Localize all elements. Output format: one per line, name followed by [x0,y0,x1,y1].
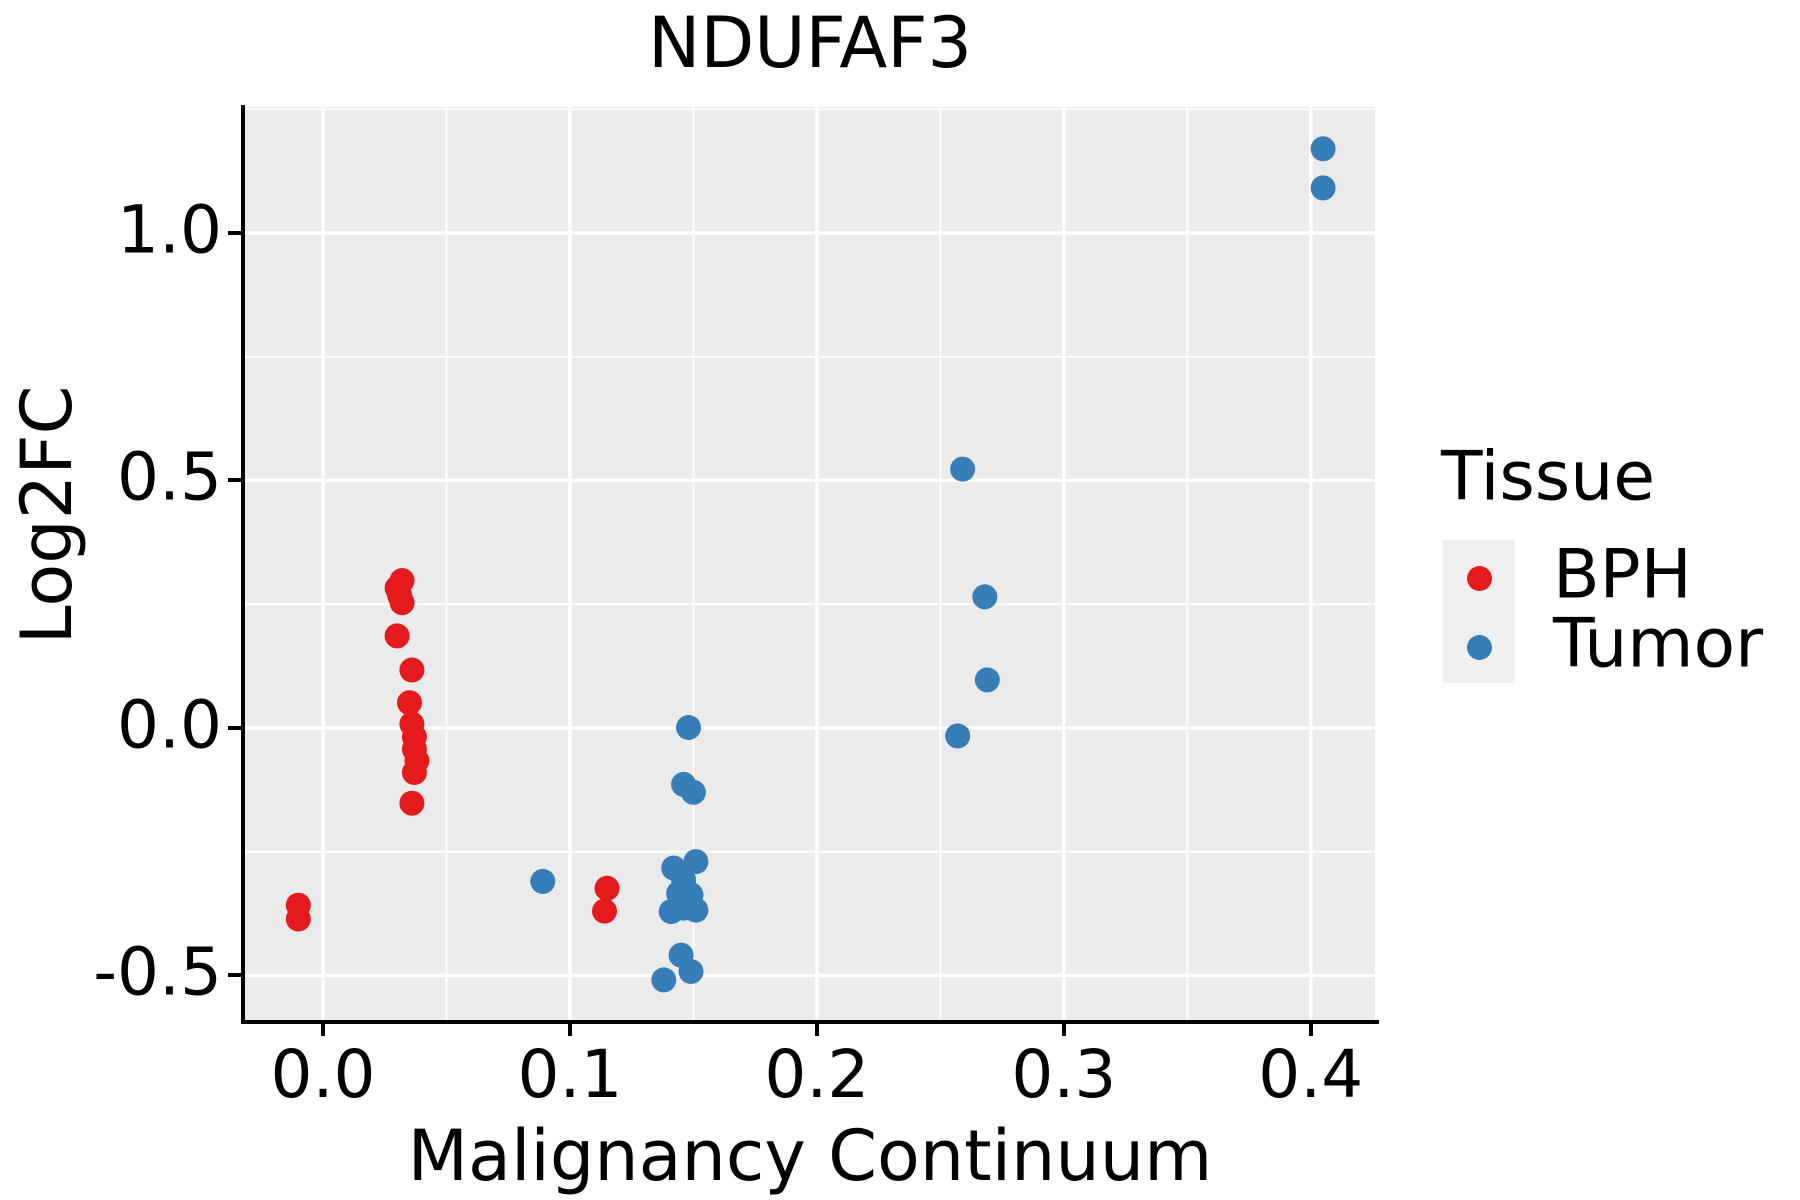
y-tick-mark [228,478,242,483]
data-point-tumor [945,723,971,749]
x-tick-mark [321,1022,326,1036]
legend-title: Tissue [1441,437,1656,517]
y-tick-label: 0.5 [117,438,222,516]
legend-label-tumor: Tumor [1553,604,1764,684]
data-point-tumor [950,456,976,482]
data-point-bph [399,657,425,683]
legend-label-bph: BPH [1553,535,1692,615]
y-tick-mark [228,230,242,235]
data-point-tumor [1310,136,1336,162]
x-tick-mark [567,1022,572,1036]
x-tick-mark [814,1022,819,1036]
data-point-bph [285,906,311,932]
data-point-bph [389,590,415,616]
data-point-tumor [651,967,677,993]
data-point-tumor [683,897,709,923]
x-tick-mark [1308,1022,1313,1036]
legend-dot-bph [1466,565,1492,591]
x-axis-line [241,1020,1379,1024]
data-point-tumor [658,899,684,925]
data-point-bph [399,790,425,816]
x-tick-label: 0.2 [764,1036,870,1113]
y-tick-label: 1.0 [117,191,222,269]
data-point-bph [384,623,410,649]
x-tick-label: 0.3 [1011,1036,1117,1113]
x-tick-label: 0.1 [517,1036,623,1113]
data-point-tumor [974,667,1000,693]
x-axis-title: Malignancy Continuum [407,1115,1213,1197]
data-point-tumor [530,868,556,894]
y-tick-label: 0.0 [117,686,222,764]
data-point-tumor [1310,175,1336,201]
x-tick-label: 0.0 [270,1036,376,1113]
data-point-tumor [676,715,701,740]
x-tick-mark [1061,1022,1066,1036]
y-axis-line [241,105,245,1024]
data-point-bph [397,690,422,716]
x-tick-label: 0.4 [1258,1036,1364,1113]
y-tick-mark [228,725,242,730]
scatter-canvas [245,107,1375,1020]
data-point-bph [594,875,620,901]
legend-dot-tumor [1466,634,1492,660]
data-point-tumor [678,959,704,984]
legend-key-background [1443,540,1515,683]
plot-title: NDUFAF3 [647,2,973,84]
data-point-tumor [972,584,998,610]
data-point-bph [592,898,617,924]
data-point-tumor [683,849,709,875]
data-point-tumor [680,779,706,805]
y-tick-label: -0.5 [93,933,222,1011]
plot-panel [245,107,1375,1020]
data-point-bph [401,760,427,785]
y-tick-mark [228,973,242,978]
